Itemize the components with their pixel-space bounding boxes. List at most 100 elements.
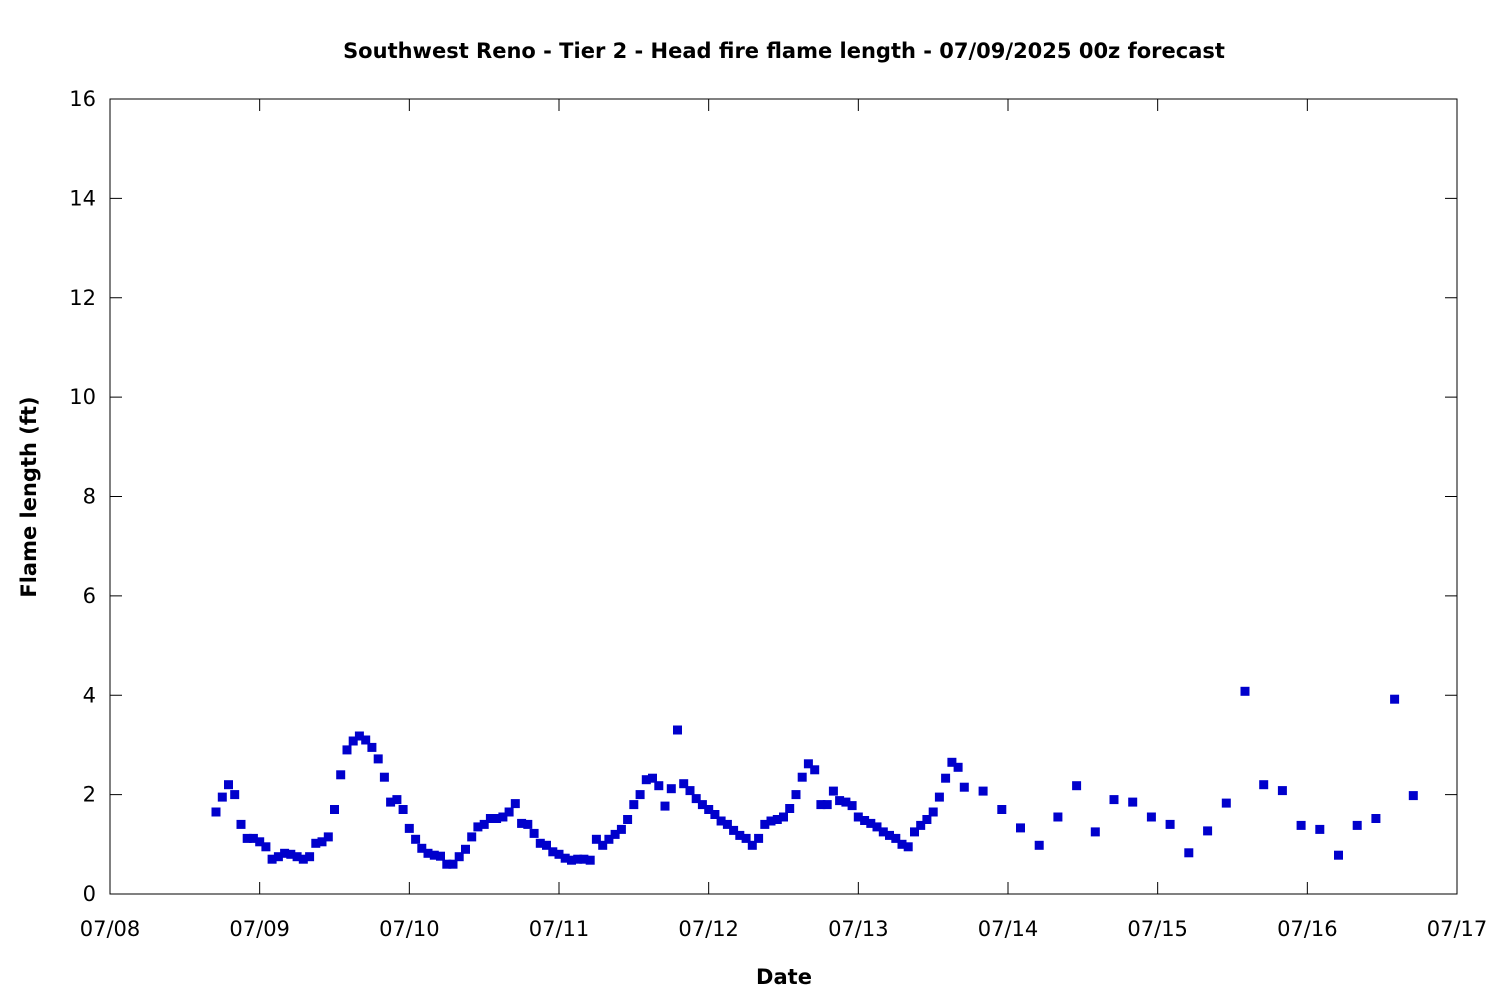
- x-tick-label: 07/13: [828, 917, 889, 941]
- data-point: [1034, 840, 1044, 850]
- data-point: [679, 779, 689, 789]
- data-point: [891, 833, 901, 843]
- data-point: [866, 818, 876, 828]
- x-tick-label: 07/15: [1127, 917, 1188, 941]
- data-point: [735, 830, 745, 840]
- y-tick-label: 0: [83, 882, 96, 906]
- axis-ticks: 0 2 4 6 8 10 12 14 16 07/08 07/09 07/10 07/11 07/12 07…: [69, 87, 1487, 941]
- x-tick-label: 07/09: [229, 917, 290, 941]
- data-point: [1408, 791, 1418, 801]
- data-point: [336, 770, 346, 780]
- data-point: [754, 833, 764, 843]
- x-axis-label: Date: [756, 965, 812, 989]
- data-point: [1296, 820, 1306, 830]
- data-point: [591, 834, 601, 844]
- data-point: [885, 830, 894, 840]
- data-point: [785, 804, 795, 813]
- data-point: [467, 832, 477, 842]
- data-point: [567, 855, 576, 865]
- data-point: [473, 822, 483, 832]
- y-tick-label: 10: [69, 385, 96, 409]
- data-point: [436, 851, 445, 861]
- data-point: [822, 800, 832, 810]
- data-point: [1109, 795, 1119, 805]
- data-point: [666, 784, 676, 794]
- data-point: [373, 754, 383, 764]
- data-point: [1221, 798, 1231, 808]
- data-point: [404, 823, 414, 833]
- data-point: [1128, 797, 1138, 807]
- data-point: [791, 790, 801, 800]
- data-point: [928, 807, 938, 817]
- data-point: [242, 833, 252, 843]
- data-point: [629, 800, 639, 810]
- data-point: [261, 842, 271, 852]
- y-tick-label: 16: [69, 87, 96, 111]
- data-point: [417, 843, 427, 853]
- data-point: [248, 833, 258, 843]
- data-point: [803, 759, 813, 769]
- data-point: [1165, 819, 1175, 829]
- data-point: [517, 818, 527, 828]
- x-tick-label: 07/10: [379, 917, 440, 941]
- data-point: [978, 786, 988, 796]
- data-point: [1203, 826, 1213, 836]
- data-point: [872, 822, 882, 832]
- data-point: [654, 781, 664, 791]
- data-point: [386, 797, 396, 807]
- data-point: [1072, 781, 1082, 791]
- data-point: [348, 736, 358, 746]
- data-point: [772, 815, 782, 824]
- data-point: [548, 847, 558, 857]
- data-point: [361, 735, 371, 745]
- y-axis-label: Flame length (ft): [17, 396, 41, 597]
- data-point: [224, 780, 233, 790]
- data-point: [916, 820, 926, 830]
- data-point: [903, 842, 913, 852]
- data-point: [560, 853, 570, 863]
- data-point: [585, 855, 595, 865]
- data-point: [760, 819, 770, 829]
- y-tick-label: 4: [83, 683, 96, 707]
- data-point: [598, 840, 608, 850]
- data-point: [1184, 848, 1194, 858]
- data-point: [255, 837, 265, 847]
- data-point: [323, 832, 333, 842]
- data-point: [941, 773, 951, 783]
- data-point: [722, 819, 732, 829]
- data-point: [810, 765, 820, 775]
- data-point: [959, 782, 969, 792]
- data-point: [554, 849, 564, 859]
- x-tick-label: 07/14: [978, 917, 1039, 941]
- data-point: [779, 812, 788, 822]
- y-tick-label: 14: [69, 186, 96, 210]
- data-point: [1390, 694, 1400, 704]
- data-point: [267, 854, 277, 864]
- data-point: [691, 794, 701, 804]
- data-point: [1371, 814, 1381, 823]
- data-point: [766, 816, 776, 826]
- data-point: [1146, 812, 1156, 822]
- data-point: [1259, 780, 1269, 790]
- data-point: [510, 799, 520, 809]
- data-point: [411, 834, 421, 844]
- data-points: [211, 686, 1418, 869]
- data-point: [704, 805, 714, 814]
- data-point: [523, 819, 533, 829]
- data-point: [492, 814, 502, 823]
- data-point: [934, 792, 944, 802]
- data-point: [853, 812, 863, 822]
- y-tick-label: 12: [69, 286, 96, 310]
- y-tick-label: 8: [83, 485, 96, 509]
- data-point: [635, 790, 645, 800]
- data-point: [454, 852, 464, 862]
- data-point: [236, 819, 246, 829]
- data-point: [1277, 786, 1287, 796]
- data-point: [1315, 824, 1325, 834]
- data-point: [485, 814, 495, 823]
- data-point: [398, 805, 408, 814]
- y-tick-label: 2: [83, 783, 96, 807]
- x-tick-label: 07/16: [1277, 917, 1338, 941]
- data-point: [953, 762, 963, 772]
- data-point: [660, 801, 670, 811]
